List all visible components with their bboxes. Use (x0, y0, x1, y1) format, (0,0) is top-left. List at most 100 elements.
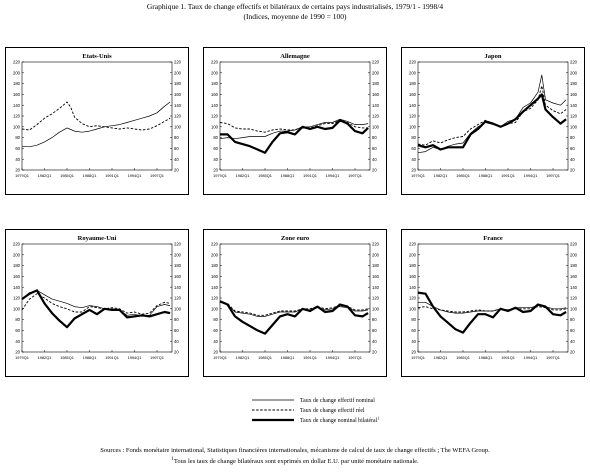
series-line-dashed (21, 101, 171, 131)
y-tick-label-right: 220 (570, 60, 578, 65)
y-tick-label-left: 40 (213, 339, 218, 344)
y-tick-label-left: 220 (211, 242, 219, 247)
y-tick-label-left: 120 (211, 114, 219, 119)
x-tick-label: 1985Q1 (60, 173, 74, 178)
y-tick-label-left: 80 (411, 317, 416, 322)
y-tick-label-right: 160 (372, 274, 380, 279)
x-tick-label: 1994Q1 (128, 173, 142, 178)
chart-etats-unis: Etats-Unis 20 20 40 40 60 60 80 80 100 100 120 120 14… (13, 53, 182, 178)
x-tick-label: 1982Q1 (236, 173, 250, 178)
series-line-solid-thick (220, 119, 369, 154)
series-line-solid-thin (219, 118, 369, 140)
y-tick-label-left: 180 (409, 81, 417, 86)
y-tick-label-left: 140 (211, 285, 219, 290)
y-tick-label-left: 220 (211, 60, 219, 65)
series-line-solid-thick (219, 300, 369, 335)
x-tick-label: 1997Q1 (546, 355, 560, 360)
y-tick-label-right: 40 (570, 339, 575, 344)
y-tick-label-right: 160 (174, 92, 182, 97)
y-tick-label-left: 20 (213, 168, 218, 173)
legend-svg: Taux de change effectif nominal Taux de c… (252, 397, 379, 424)
x-tick-label: 1994Q1 (326, 173, 340, 178)
y-tick-label-right: 100 (372, 306, 380, 311)
y-tick-label-right: 140 (372, 285, 380, 290)
y-tick-label-left: 180 (211, 81, 219, 86)
x-tick-label: 1985Q1 (456, 173, 470, 178)
y-tick-label-left: 80 (411, 135, 416, 140)
x-tick-label: 1988Q1 (83, 355, 97, 360)
y-tick-label-right: 20 (570, 350, 575, 355)
chart-france: France 20 20 40 40 60 60 80 80 100 100 120 120 140 140… (409, 235, 578, 360)
y-tick-label-right: 40 (174, 157, 179, 162)
x-tick-label: 1991Q1 (105, 173, 119, 178)
y-tick-label-right: 20 (372, 168, 377, 173)
y-tick-label-right: 20 (174, 168, 179, 173)
x-tick-label: 1991Q1 (105, 355, 119, 360)
chart-panel-etats-unis: Etats-Unis 20 20 40 40 60 60 80 80 100 100 120 120 14… (5, 47, 189, 195)
x-tick-label: 1988Q1 (281, 355, 295, 360)
y-tick-label-left: 20 (411, 168, 416, 173)
y-tick-label-left: 20 (15, 168, 20, 173)
chart-title-etats-unis: Etats-Unis (82, 53, 112, 60)
y-tick-label-left: 220 (409, 60, 417, 65)
x-tick-label: 1994Q1 (524, 355, 538, 360)
y-tick-label-right: 140 (570, 103, 578, 108)
y-tick-label-right: 140 (570, 285, 578, 290)
legend: Taux de change effectif nominal Taux de c… (250, 396, 450, 426)
series-line-solid-thick (417, 291, 567, 334)
y-tick-label-left: 160 (13, 92, 21, 97)
chart-allemagne: Allemagne 20 20 40 40 60 60 80 80 100 100 120 120 140… (211, 53, 380, 178)
y-tick-label-left: 40 (213, 157, 218, 162)
y-tick-label-right: 100 (174, 306, 182, 311)
series-line-solid-thick (417, 93, 567, 151)
y-tick-label-left: 40 (15, 339, 20, 344)
y-tick-label-right: 60 (570, 328, 575, 333)
y-tick-label-right: 180 (174, 263, 182, 268)
series-line-solid-thin (219, 301, 369, 317)
y-tick-label-left: 200 (13, 70, 21, 75)
y-tick-label-left: 40 (411, 339, 416, 344)
chart-title-japon: Japon (485, 53, 502, 60)
y-tick-label-right: 140 (174, 285, 182, 290)
x-tick-label: 1991Q1 (303, 355, 317, 360)
y-tick-label-right: 180 (570, 263, 578, 268)
y-tick-label-right: 60 (372, 146, 377, 151)
y-tick-label-right: 200 (570, 252, 578, 257)
y-tick-label-left: 200 (211, 70, 219, 75)
sources-note: Sources : Fonds monétaire international,… (0, 446, 590, 466)
y-tick-label-left: 60 (411, 328, 416, 333)
y-tick-label-right: 180 (570, 81, 578, 86)
chart-zone-euro: Zone euro 20 20 40 40 60 60 80 80 100 100 120 120 140… (211, 235, 380, 360)
chart-title-zone-euro: Zone euro (281, 235, 309, 242)
plot-frame (417, 243, 569, 353)
x-tick-label: 1991Q1 (501, 173, 515, 178)
series-line-dashed (21, 293, 171, 315)
y-tick-label-left: 220 (13, 242, 21, 247)
y-tick-label-left: 60 (213, 146, 218, 151)
y-tick-label-right: 200 (174, 252, 182, 257)
y-tick-label-right: 220 (372, 60, 380, 65)
y-tick-label-right: 20 (174, 350, 179, 355)
x-tick-label: 1982Q1 (38, 173, 52, 178)
y-tick-label-right: 220 (174, 242, 182, 247)
y-tick-label-right: 140 (372, 103, 380, 108)
y-tick-label-right: 80 (372, 135, 377, 140)
y-tick-label-left: 100 (409, 306, 417, 311)
y-tick-label-left: 140 (211, 103, 219, 108)
y-tick-label-left: 100 (211, 124, 219, 129)
y-tick-label-right: 100 (570, 306, 578, 311)
x-tick-label: 1991Q1 (303, 173, 317, 178)
y-tick-label-right: 160 (372, 92, 380, 97)
y-tick-label-left: 160 (211, 274, 219, 279)
y-tick-label-right: 120 (174, 296, 182, 301)
y-tick-label-right: 40 (372, 339, 377, 344)
x-tick-label: 1997Q1 (348, 173, 362, 178)
plot-frame (219, 243, 371, 353)
y-tick-label-left: 180 (13, 263, 21, 268)
x-tick-label: 1982Q1 (434, 173, 448, 178)
chart-panel-japon: Japon 20 20 40 40 60 60 80 80 100 100 120 120 140 140 1… (401, 47, 585, 195)
series-line-dashed (417, 306, 567, 313)
series-line-solid-thin (417, 74, 567, 154)
y-tick-label-left: 20 (411, 350, 416, 355)
footnote-marker: 1 (171, 457, 174, 462)
